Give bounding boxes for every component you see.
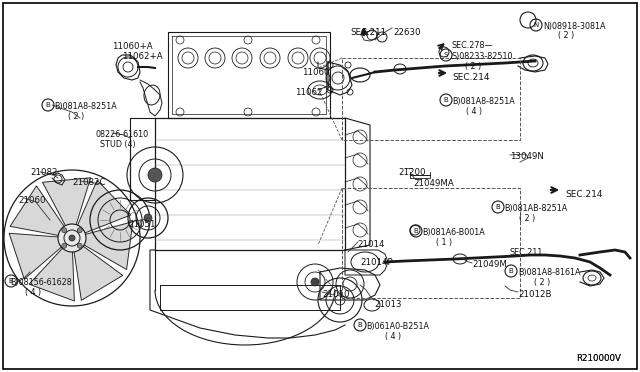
Polygon shape: [77, 180, 131, 233]
Text: B)061A0-B251A: B)061A0-B251A: [366, 322, 429, 331]
Text: ( 1 ): ( 1 ): [436, 238, 452, 247]
Circle shape: [77, 243, 83, 248]
Text: ( 2 ): ( 2 ): [534, 278, 550, 287]
Text: 11062+A: 11062+A: [122, 52, 163, 61]
Text: 21082: 21082: [30, 168, 58, 177]
Text: B)081A6-B001A: B)081A6-B001A: [422, 228, 484, 237]
Text: B: B: [444, 97, 449, 103]
Polygon shape: [43, 178, 91, 226]
Text: 13049N: 13049N: [510, 152, 544, 161]
Text: SEC.211: SEC.211: [350, 28, 386, 37]
Text: N)08918-3081A: N)08918-3081A: [543, 22, 605, 31]
Text: ( 4 ): ( 4 ): [25, 288, 41, 297]
Polygon shape: [29, 248, 74, 301]
Text: 21051: 21051: [128, 220, 156, 229]
Text: 21049M: 21049M: [472, 260, 507, 269]
Text: 21200: 21200: [398, 168, 426, 177]
Text: B: B: [358, 322, 362, 328]
Text: B)08156-61628: B)08156-61628: [10, 278, 72, 287]
Circle shape: [61, 243, 67, 248]
Polygon shape: [9, 233, 61, 279]
Text: 21014P: 21014P: [360, 258, 392, 267]
Text: R210000V: R210000V: [576, 354, 621, 363]
Text: 22630: 22630: [393, 28, 420, 37]
Text: 21012B: 21012B: [518, 290, 552, 299]
Circle shape: [69, 235, 75, 241]
Text: B: B: [509, 268, 513, 274]
Polygon shape: [10, 186, 64, 235]
Text: B)081AB-8251A: B)081AB-8251A: [504, 204, 567, 213]
Circle shape: [144, 214, 152, 222]
Text: B)081A8-8161A: B)081A8-8161A: [518, 268, 580, 277]
Text: B)081A8-8251A: B)081A8-8251A: [452, 97, 515, 106]
Text: S: S: [444, 52, 448, 58]
Text: 21010: 21010: [322, 290, 349, 299]
Text: ( 4 ): ( 4 ): [385, 332, 401, 341]
Polygon shape: [84, 222, 133, 269]
Text: 08226-61610: 08226-61610: [95, 130, 148, 139]
Circle shape: [148, 168, 162, 182]
Text: B: B: [45, 102, 51, 108]
Text: 21013: 21013: [374, 300, 401, 309]
Text: ( 2 ): ( 2 ): [68, 112, 84, 121]
Text: SEC.214: SEC.214: [565, 190, 602, 199]
Circle shape: [311, 278, 319, 286]
Text: ( 2 ): ( 2 ): [519, 214, 535, 223]
Text: 11060: 11060: [303, 68, 330, 77]
Circle shape: [61, 228, 67, 233]
Circle shape: [77, 228, 83, 233]
Text: ( 4 ): ( 4 ): [466, 107, 482, 116]
Text: 11060+A: 11060+A: [112, 42, 152, 51]
Text: SEC.278—: SEC.278—: [452, 41, 493, 50]
Text: ( 2 ): ( 2 ): [465, 62, 481, 71]
Text: S)08233-82510: S)08233-82510: [452, 52, 513, 61]
Text: B)081A8-8251A: B)081A8-8251A: [54, 102, 116, 111]
Circle shape: [58, 224, 86, 252]
Text: SEC.211: SEC.211: [510, 248, 543, 257]
Text: N: N: [533, 22, 539, 28]
Text: 21049MA: 21049MA: [413, 179, 454, 188]
Polygon shape: [74, 246, 123, 300]
Text: B: B: [495, 204, 500, 210]
Text: ( 2 ): ( 2 ): [558, 31, 574, 40]
Text: 21014: 21014: [357, 240, 385, 249]
Text: B: B: [8, 278, 13, 284]
Text: 21082C: 21082C: [72, 178, 106, 187]
Text: R210000V: R210000V: [576, 354, 621, 363]
Text: STUD (4): STUD (4): [100, 140, 136, 149]
Text: 11062: 11062: [296, 88, 323, 97]
Text: SEC.214: SEC.214: [452, 73, 490, 82]
Text: B: B: [413, 228, 419, 234]
Text: 21060: 21060: [18, 196, 45, 205]
